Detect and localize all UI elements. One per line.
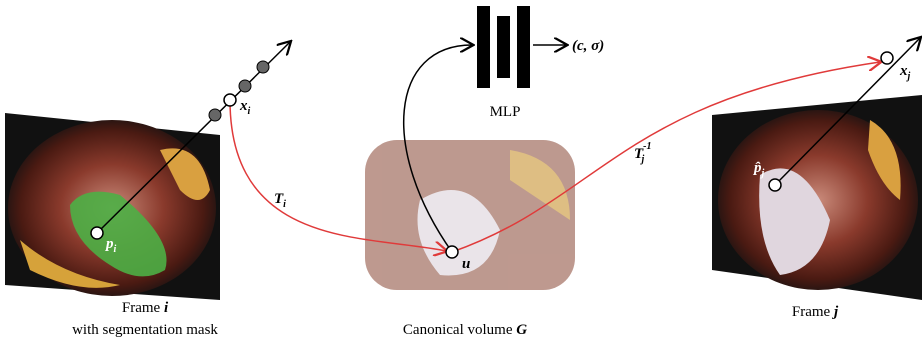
- point-x-i: [224, 94, 236, 106]
- caption-frame-i-sub: with segmentation mask: [72, 322, 218, 338]
- point-x-j: [881, 52, 893, 64]
- point-u: [446, 246, 458, 258]
- caption-frame-j: Frame j: [792, 304, 839, 320]
- mlp-label: MLP: [490, 104, 521, 120]
- label-x-j: xj: [899, 63, 911, 82]
- label-x-i: xi: [239, 98, 251, 117]
- caption-canonical: Canonical volume G: [403, 322, 527, 338]
- figure: (c, σ) MLP xi pi u p̂j xj Ti T-1j Frame …: [0, 0, 922, 343]
- caption-frame-i: Frame i: [122, 300, 169, 316]
- sample-point: [239, 80, 251, 92]
- sample-point: [209, 109, 221, 121]
- mlp-block: [477, 6, 530, 88]
- frame-j-image: [712, 95, 922, 300]
- point-p-i: [91, 227, 103, 239]
- label-u: u: [462, 256, 470, 272]
- frame-i-image: [5, 113, 220, 300]
- point-p-j: [769, 179, 781, 191]
- sample-point: [257, 61, 269, 73]
- mlp-output: (c, σ): [572, 38, 604, 54]
